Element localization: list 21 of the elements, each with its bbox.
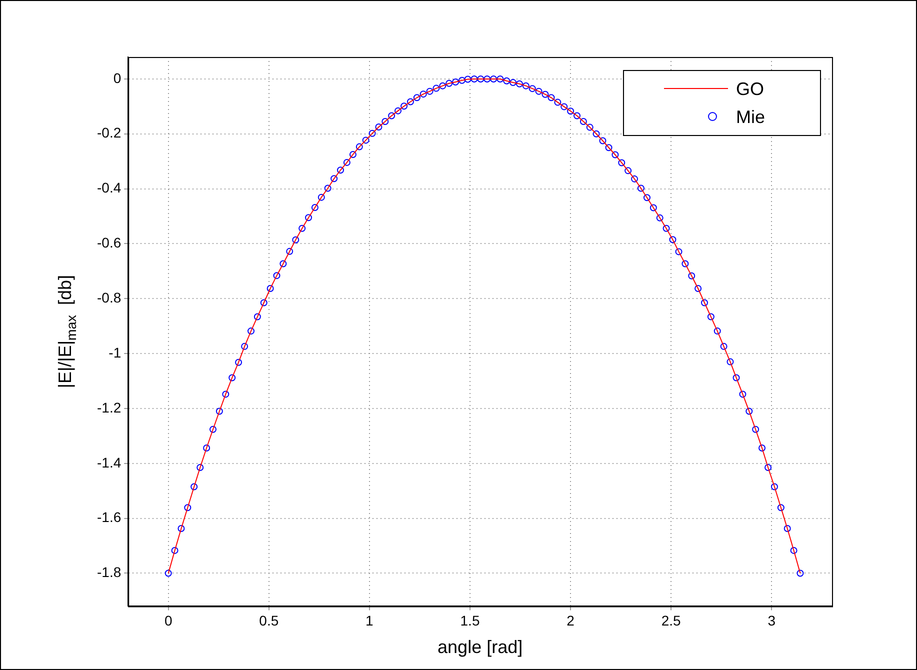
x-tick-label: 2.5 [661, 612, 682, 628]
y-tick-label: -1 [108, 344, 122, 360]
x-tick-label: 1.5 [460, 612, 480, 628]
x-tick-label: 0 [164, 612, 172, 628]
y-tick-label: -0.2 [97, 124, 122, 141]
y-tick-label: -0.4 [97, 180, 122, 196]
y-tick-label: 0 [113, 70, 122, 86]
x-tick-label: 0.5 [259, 612, 279, 628]
y-tick-label: -0.6 [97, 234, 122, 251]
x-tick-label: 2 [566, 612, 575, 628]
y-tick-label: -1.4 [97, 454, 122, 470]
y-tick-label: -0.8 [97, 290, 122, 306]
y-tick-label: -1.2 [97, 399, 122, 416]
y-tick-label: -1.6 [97, 509, 122, 526]
legend-label: Mie [736, 106, 766, 128]
legend-label: GO [736, 78, 764, 100]
x-axis-title: angle [rad] [438, 637, 523, 658]
x-tick-label: 1 [366, 612, 374, 628]
y-axis-title: |E|/|E|max [db] [55, 274, 80, 388]
y-tick-label: -1.8 [97, 564, 122, 580]
x-tick-label: 3 [768, 612, 776, 628]
